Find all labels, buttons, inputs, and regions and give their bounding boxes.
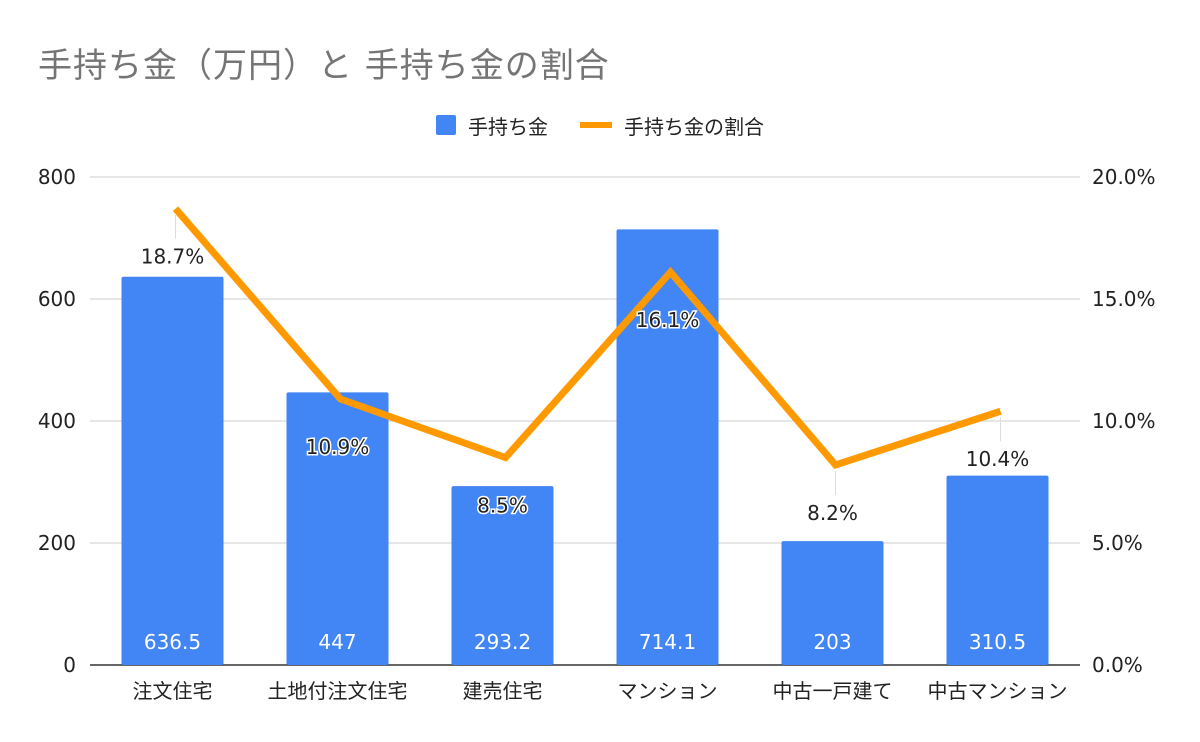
legend-swatch-line bbox=[580, 122, 612, 128]
bar-value-label: 447 bbox=[318, 630, 356, 654]
legend-label-bar: 手持ち金 bbox=[468, 114, 548, 139]
legend: 手持ち金 手持ち金の割合 bbox=[0, 110, 1200, 140]
chart-title: 手持ち金（万円）と 手持ち金の割合 bbox=[38, 46, 610, 86]
bar-3 bbox=[616, 229, 719, 666]
legend-label-line: 手持ち金の割合 bbox=[624, 114, 764, 139]
legend-item-bar[interactable]: 手持ち金 bbox=[436, 111, 548, 140]
legend-swatch-bar bbox=[436, 115, 456, 135]
x-tick-label: 中古一戸建て bbox=[773, 679, 893, 703]
bar-2 bbox=[451, 486, 554, 665]
y-right-tick-label: 0.0% bbox=[1092, 653, 1143, 677]
y-left-tick-label: 800 bbox=[38, 165, 76, 189]
x-tick-label: 中古マンション bbox=[928, 679, 1068, 703]
y-left-tick-label: 200 bbox=[38, 531, 76, 555]
bar-value-label: 310.5 bbox=[969, 630, 1026, 654]
line-value-label: 10.4% bbox=[966, 447, 1030, 471]
line-series bbox=[172, 206, 1002, 469]
line-value-label: 16.1% bbox=[636, 308, 700, 332]
bar-1 bbox=[286, 392, 389, 665]
y-left-tick-label: 0 bbox=[63, 653, 76, 677]
bar-value-label: 636.5 bbox=[144, 630, 201, 654]
y-left-tick-label: 600 bbox=[38, 287, 76, 311]
x-tick-label: 建売住宅 bbox=[463, 679, 543, 703]
y-right-tick-label: 10.0% bbox=[1092, 409, 1156, 433]
legend-item-line[interactable]: 手持ち金の割合 bbox=[580, 111, 764, 140]
line-value-label: 18.7% bbox=[141, 245, 205, 269]
bar-value-label: 203 bbox=[813, 630, 851, 654]
bar-value-label: 293.2 bbox=[474, 630, 531, 654]
bar-5 bbox=[946, 475, 1049, 665]
y-left-tick-label: 400 bbox=[38, 409, 76, 433]
line-value-label: 10.9% bbox=[306, 435, 370, 459]
y-right-tick-label: 20.0% bbox=[1092, 165, 1156, 189]
x-tick-label: 注文住宅 bbox=[133, 679, 213, 703]
y-right-tick-label: 15.0% bbox=[1092, 287, 1156, 311]
bar-4 bbox=[781, 541, 884, 665]
bar-value-label: 714.1 bbox=[639, 630, 696, 654]
x-tick-label: 土地付注文住宅 bbox=[268, 679, 408, 703]
x-tick-label: マンション bbox=[618, 679, 718, 703]
line-value-label: 8.2% bbox=[807, 501, 858, 525]
line-value-label: 8.5% bbox=[477, 494, 528, 518]
bar-0 bbox=[121, 276, 224, 665]
y-right-tick-label: 5.0% bbox=[1092, 531, 1143, 555]
